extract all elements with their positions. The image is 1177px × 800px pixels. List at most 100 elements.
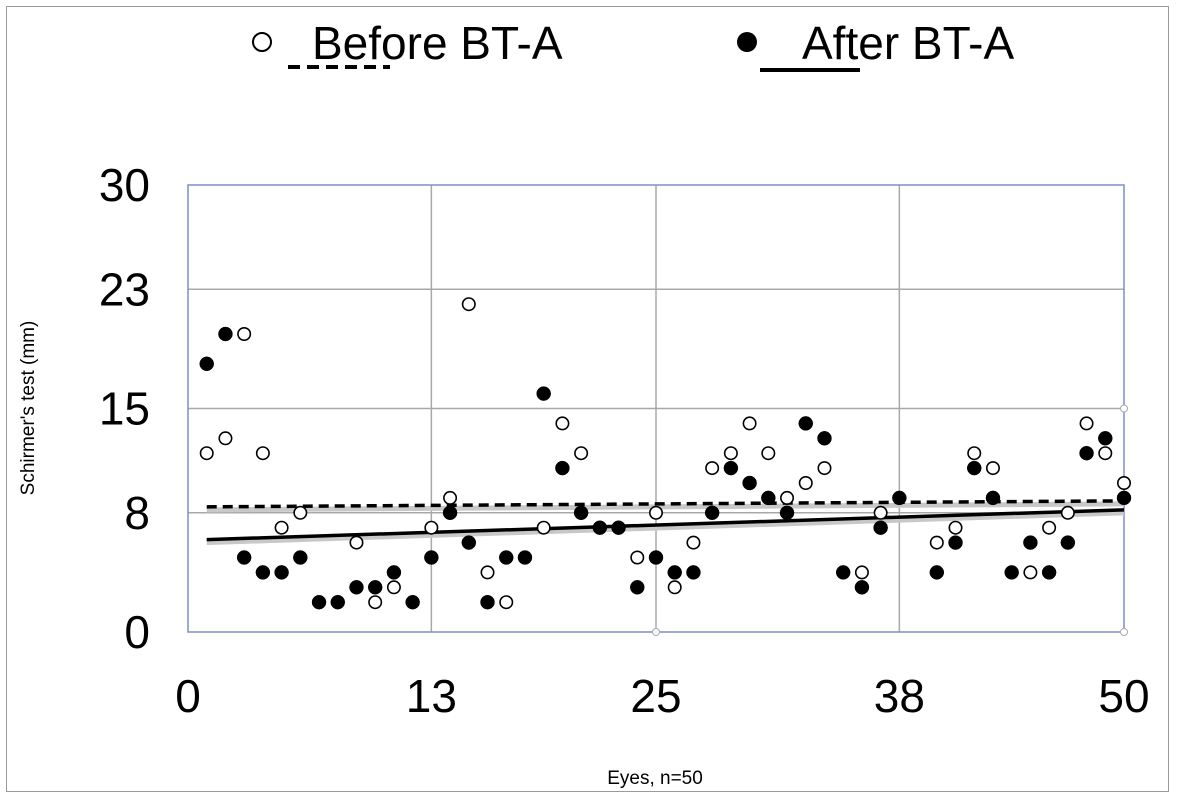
point-before [574, 446, 589, 461]
edge-marker [1120, 404, 1128, 413]
point-before [1079, 416, 1094, 431]
point-before [723, 446, 738, 461]
point-before [536, 520, 551, 535]
x-tick-label: 13 [406, 670, 457, 722]
point-before [948, 520, 963, 535]
point-after [461, 535, 477, 550]
y-tick-label: 30 [99, 159, 150, 211]
point-before [854, 565, 869, 580]
point-after [480, 594, 495, 610]
point-after [873, 520, 888, 535]
point-after [498, 550, 514, 565]
point-before [929, 535, 944, 550]
point-after [779, 505, 795, 521]
point-after [704, 505, 720, 521]
point-before [686, 535, 701, 550]
point-after [1079, 445, 1094, 461]
point-after [723, 460, 739, 476]
grid-lines [188, 185, 1124, 632]
point-after [1023, 535, 1038, 550]
point-before [1098, 446, 1113, 461]
point-after [966, 460, 982, 476]
point-after [1060, 535, 1076, 550]
y-tick-label: 23 [99, 263, 150, 315]
point-after [330, 594, 346, 610]
data-points [199, 297, 1132, 636]
point-before [648, 505, 663, 520]
legend-label-before: Before BT-A [312, 17, 563, 69]
point-before [293, 505, 308, 520]
point-before [967, 446, 982, 461]
point-before [780, 490, 795, 505]
legend: Before BT-A After BT-A [252, 17, 1014, 72]
point-before [1042, 520, 1057, 535]
point-before [255, 446, 270, 461]
point-before [443, 490, 458, 505]
point-after [1041, 565, 1057, 580]
legend-filled-circle-icon [737, 32, 757, 52]
x-axis-label: Eyes, n=50 [607, 768, 703, 789]
point-before [199, 446, 214, 461]
point-before [761, 446, 776, 461]
x-tick-label: 38 [874, 670, 925, 722]
point-before [798, 475, 813, 490]
point-after [218, 326, 233, 342]
point-after [1004, 565, 1019, 580]
point-before [985, 461, 1000, 476]
trendline-before [206, 499, 1125, 509]
y-axis-label: Schirmer's test (mm) [18, 321, 39, 496]
point-before [237, 326, 252, 341]
legend-item-before: Before BT-A [252, 17, 563, 69]
point-after [405, 594, 420, 610]
point-after [1116, 490, 1132, 506]
point-before [742, 416, 757, 431]
point-after [255, 565, 271, 580]
point-after [517, 550, 533, 565]
trendline-shadow [206, 501, 1125, 513]
point-after [424, 550, 439, 565]
y-tick-label: 0 [124, 606, 150, 658]
point-before [480, 565, 495, 580]
point-after [854, 580, 870, 595]
point-after [948, 535, 963, 550]
point-after [892, 490, 907, 506]
point-after [442, 505, 458, 521]
edge-marker [1120, 628, 1128, 636]
point-before [630, 550, 645, 565]
point-after [742, 475, 757, 491]
point-after [611, 520, 626, 535]
point-before [1060, 505, 1075, 520]
trendline-after [206, 508, 1125, 542]
point-after [573, 505, 589, 521]
legend-label-after: After BT-A [802, 17, 1014, 69]
point-after [199, 356, 214, 372]
y-tick-label: 15 [99, 383, 150, 435]
point-before [667, 580, 682, 595]
point-after [367, 580, 383, 595]
point-before [368, 595, 383, 610]
point-before [705, 461, 720, 476]
legend-open-circle-icon [252, 32, 272, 52]
point-after [929, 565, 945, 580]
trendlines [206, 499, 1125, 546]
point-before [386, 580, 401, 595]
point-after [1098, 431, 1113, 446]
point-after [592, 520, 608, 535]
point-after [686, 565, 701, 580]
legend-item-after: After BT-A [737, 17, 1014, 72]
chart-frame [6, 6, 1169, 792]
edge-marker [652, 628, 660, 636]
point-before [218, 431, 233, 446]
point-after [985, 490, 1001, 506]
x-tick-label: 25 [630, 670, 681, 722]
x-axis-ticks: 0 13 25 38 50 [175, 670, 1149, 722]
point-before [873, 505, 888, 520]
point-after [761, 490, 776, 506]
trendline-shadow [206, 510, 1125, 546]
point-before [817, 461, 832, 476]
point-after [311, 594, 327, 610]
point-before [349, 535, 364, 550]
point-after [798, 416, 814, 431]
point-after [667, 565, 682, 580]
